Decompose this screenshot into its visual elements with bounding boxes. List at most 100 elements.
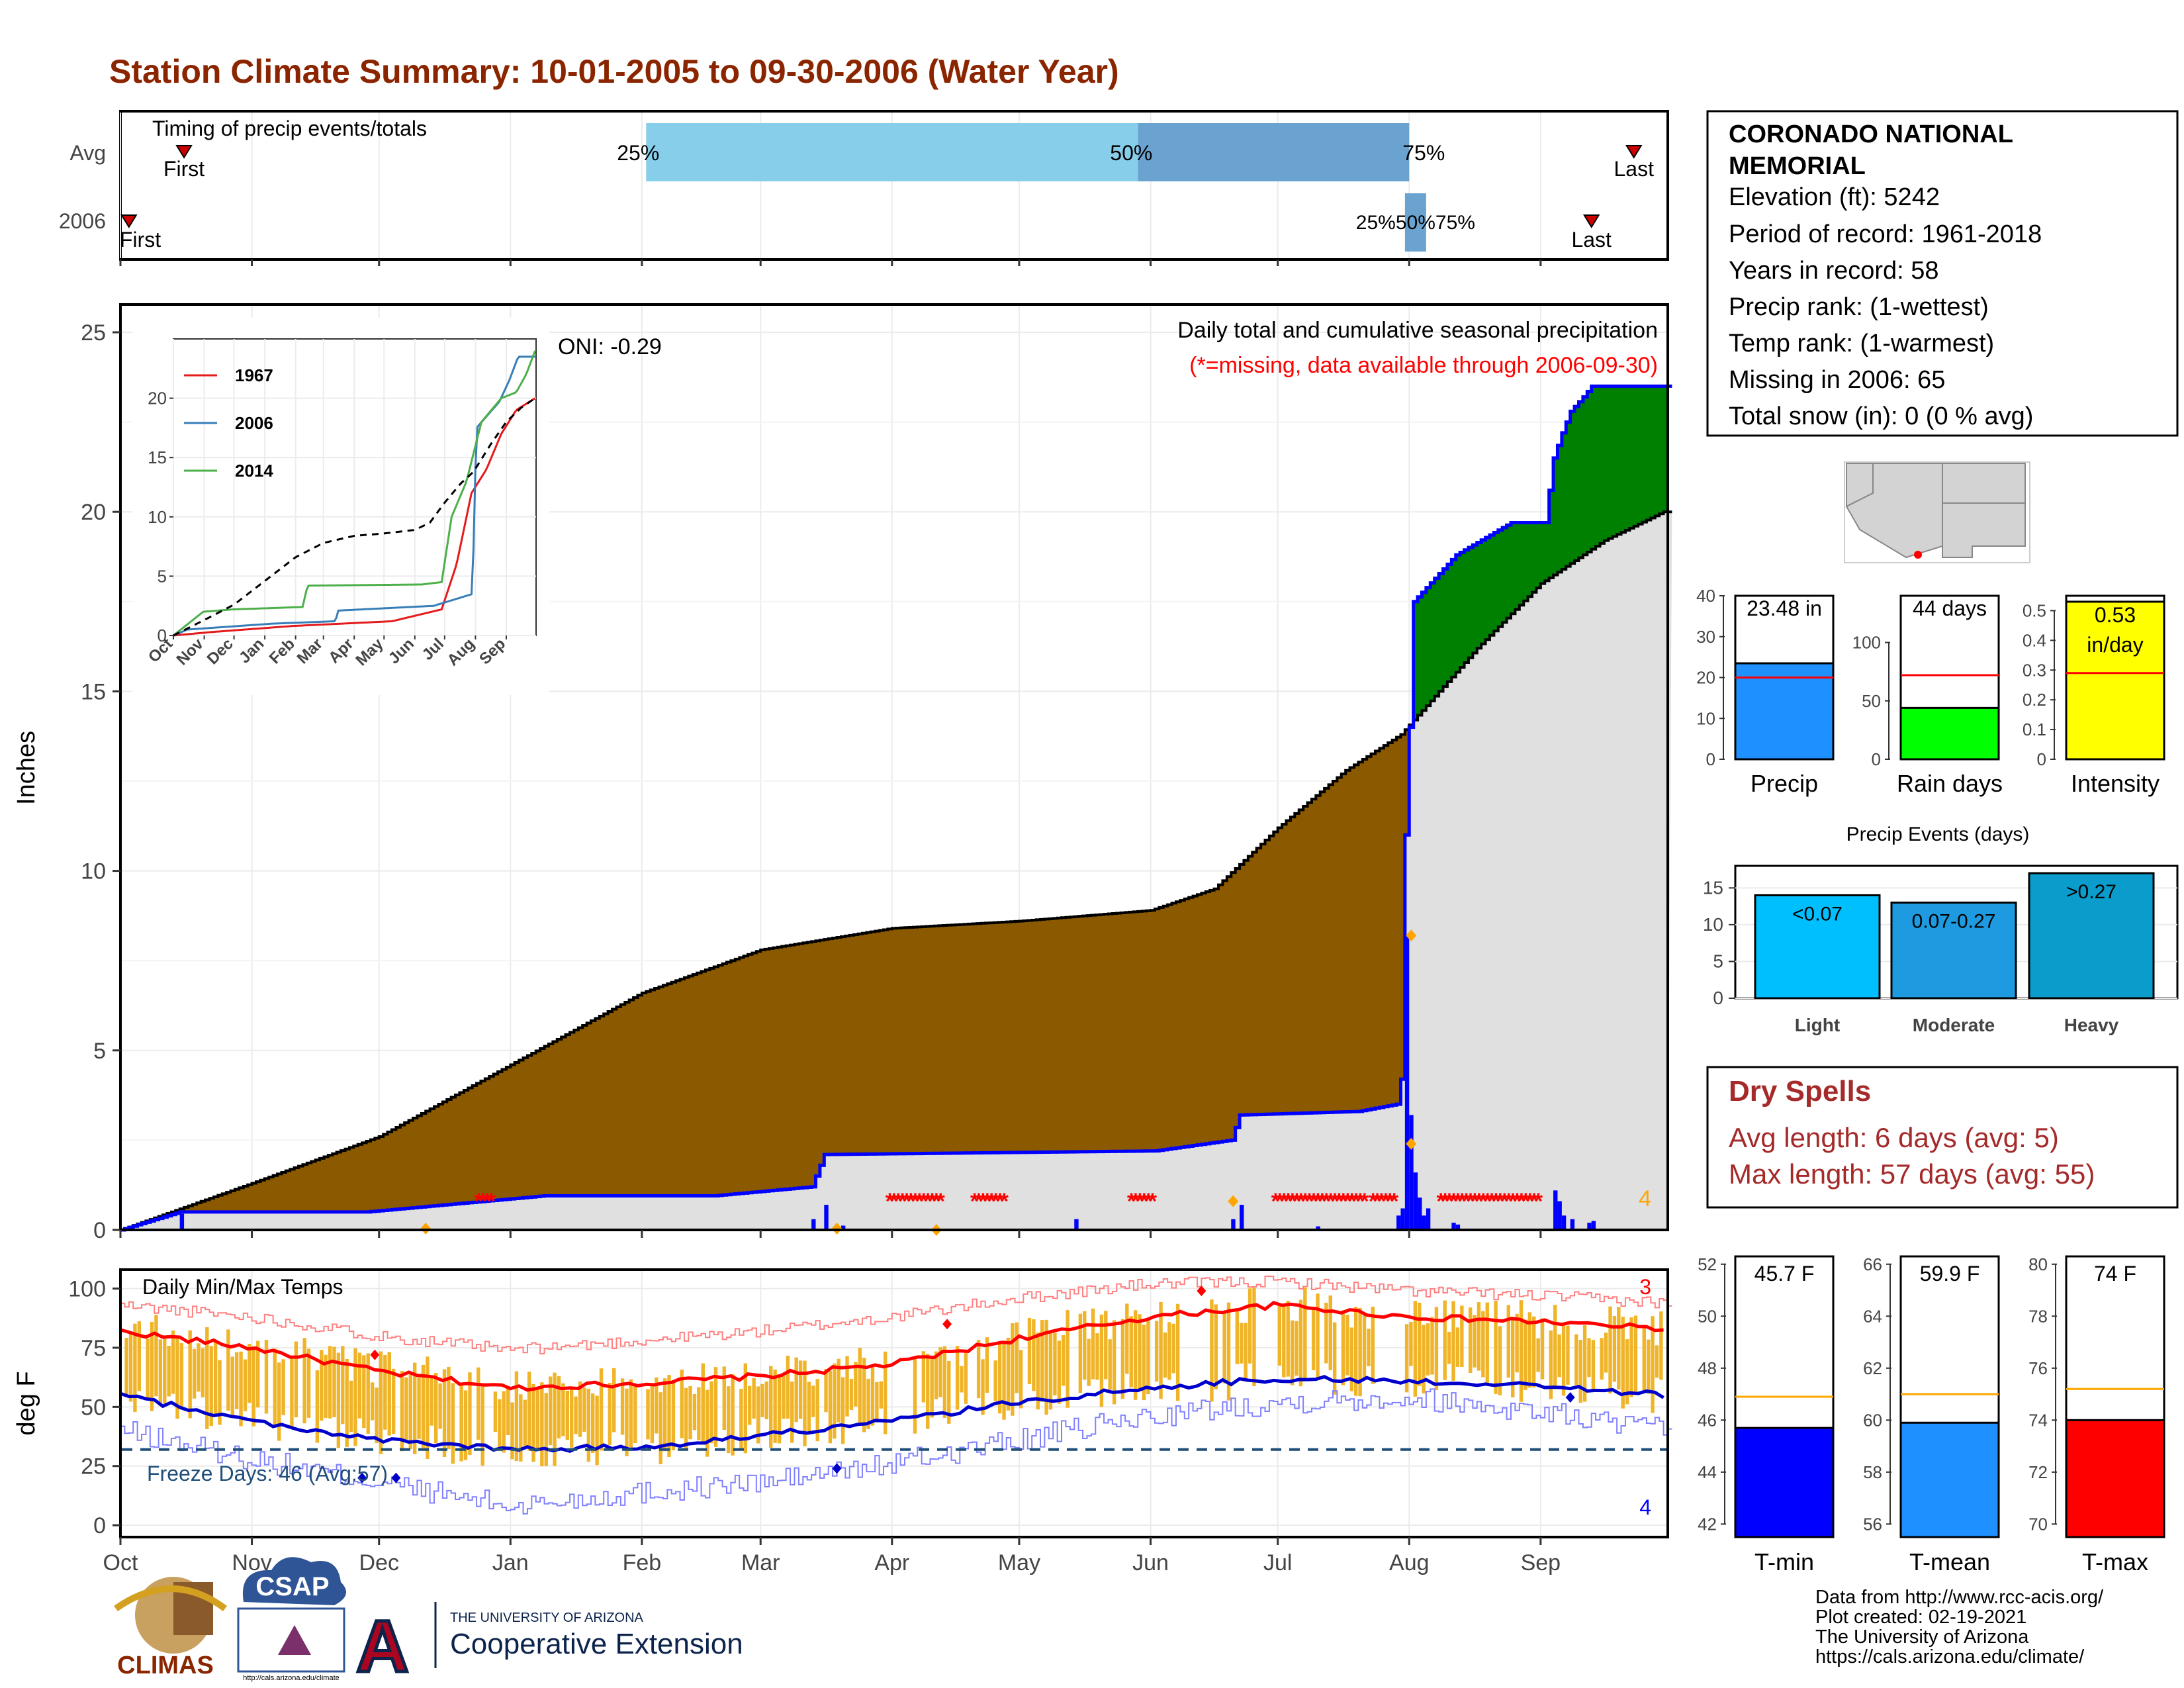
daily-temp-bar [701, 1363, 705, 1445]
temp-bar-y-tick-label: 42 [1698, 1514, 1717, 1534]
daily-temp-bar [875, 1382, 879, 1423]
daily-temp-bar [612, 1368, 616, 1432]
missing-day-marker: * [1377, 1189, 1387, 1214]
daily-temp-bar [1549, 1330, 1553, 1399]
summary-y-tick-label: 0.4 [2023, 630, 2046, 650]
daily-temp-bar [230, 1356, 234, 1418]
daily-temp-bar [1048, 1332, 1053, 1410]
daily-temp-bar [858, 1348, 862, 1427]
station-years: Years in record: 58 [1729, 257, 1939, 285]
daily-temp-bar [463, 1390, 468, 1460]
missing-day-marker: * [1140, 1189, 1149, 1214]
missing-day-marker: * [1288, 1189, 1297, 1214]
missing-day-marker: * [983, 1189, 992, 1214]
csap-logo: CSAP http://cals.arizona.edu/climate [237, 1557, 346, 1682]
missing-day-marker: * [474, 1189, 483, 1214]
avg-min-line [120, 1375, 1664, 1453]
daily-temp-bar [1621, 1317, 1625, 1409]
dry-spells-max: Max length: 57 days (avg: 55) [1729, 1158, 2095, 1190]
daily-temp-bar [1138, 1314, 1142, 1391]
missing-day-marker: * [1525, 1189, 1535, 1214]
csap-mountain-icon [278, 1625, 311, 1655]
daily-temp-bar [1524, 1319, 1527, 1390]
daily-temp-bar [468, 1372, 472, 1456]
daily-temp-bar [1019, 1350, 1023, 1409]
daily-temp-bar [726, 1386, 731, 1454]
daily-temp-bar [294, 1341, 298, 1418]
daily-precip-bar [1240, 1205, 1244, 1230]
temp-summary-bars: 42 44 46 48 50 52 45.7 F T-min 56 58 60 62 64 66 59.9 … [1698, 1254, 2165, 1575]
daily-temp-bar [773, 1369, 777, 1443]
missing-day-marker: * [1351, 1189, 1361, 1214]
daily-temp-bar [150, 1321, 154, 1411]
missing-day-marker: * [1500, 1189, 1510, 1214]
daily-temp-bar [1032, 1319, 1036, 1391]
daily-temp-bar [713, 1367, 718, 1447]
timing-row-avg: Avg [69, 141, 106, 165]
daily-precip-bar [1561, 1215, 1567, 1230]
daily-temp-bar [506, 1386, 510, 1436]
daily-temp-bar [426, 1356, 430, 1459]
daily-precip-bar [1418, 1197, 1422, 1230]
daily-temp-bar [158, 1339, 163, 1406]
missing-day-marker: * [1479, 1189, 1488, 1214]
daily-temp-bar [1443, 1300, 1447, 1380]
record-low-diamond-icon [391, 1472, 401, 1483]
temp-bar-y-tick-label: 46 [1698, 1410, 1717, 1430]
daily-temp-bar [1066, 1310, 1069, 1408]
ua-small-text: THE UNIVERSITY OF ARIZONA [450, 1611, 644, 1625]
daily-temp-bar [255, 1340, 260, 1408]
daily-temp-bar [1078, 1313, 1083, 1393]
precip-ylabel: Inches [13, 731, 40, 805]
daily-temp-bar [608, 1383, 612, 1445]
daily-temp-bar [769, 1366, 773, 1448]
daily-temp-bar [1646, 1339, 1651, 1394]
ua-big-text: Cooperative Extension [450, 1628, 743, 1660]
missing-day-marker: * [1314, 1189, 1323, 1214]
events-y-tick-label: 0 [1713, 988, 1723, 1008]
daily-temp-bar [391, 1368, 396, 1434]
daily-temp-bar [167, 1346, 171, 1397]
daily-precip-bar [811, 1219, 816, 1230]
daily-temp-bar [1591, 1340, 1596, 1391]
daily-temp-bar [1303, 1287, 1307, 1380]
2006-last-marker-icon [1582, 214, 1600, 228]
temp-bar-y-tick-label: 52 [1698, 1254, 1717, 1274]
daily-temp-bar [535, 1387, 540, 1449]
timing-panel: Timing of precip events/totals Avg 2006 … [59, 110, 1669, 266]
daily-temp-bar [480, 1383, 484, 1466]
daily-temp-bar [985, 1337, 989, 1393]
temp-count-low: 4 [1639, 1495, 1651, 1519]
events-category-label: Light [1795, 1015, 1840, 1035]
x-month-label: May [998, 1550, 1040, 1575]
inset-legend-label: 2014 [235, 461, 273, 481]
missing-day-marker: * [1504, 1189, 1514, 1214]
2006-timing-bar [1404, 193, 1426, 252]
summary-value-label: 23.48 in [1747, 596, 1822, 620]
x-month-label: Apr [874, 1550, 909, 1575]
summary-value-label: 44 days [1913, 596, 1987, 620]
missing-day-marker: * [1144, 1189, 1154, 1214]
daily-temp-bar [1129, 1316, 1133, 1387]
avg-first-marker-icon [175, 145, 193, 159]
daily-temp-bar [273, 1348, 277, 1426]
daily-temp-bar [569, 1386, 574, 1448]
daily-temp-bar [1120, 1319, 1125, 1399]
missing-note: (*=missing, data available through 2006-… [1189, 353, 1658, 378]
summary-y-tick-label: 40 [1696, 586, 1715, 606]
missing-day-marker: * [1356, 1189, 1365, 1214]
precip-y-axis: 0 5 10 15 20 25 [81, 320, 1542, 1243]
daily-temp-bar [578, 1381, 582, 1437]
daily-temp-bar [930, 1357, 934, 1418]
avg-timing-bar-25-50 [646, 123, 1138, 181]
daily-temp-bar [565, 1390, 569, 1440]
temp-bar-t-min: 42 44 46 48 50 52 45.7 F T-min [1698, 1254, 1835, 1575]
daily-temp-bar [408, 1372, 412, 1449]
missing-day-marker: * [1360, 1189, 1369, 1214]
daily-temp-bar [404, 1377, 408, 1440]
daily-temp-bar [328, 1346, 332, 1419]
daily-temp-bar [1460, 1305, 1464, 1367]
events-y-tick-label: 10 [1703, 914, 1723, 935]
daily-temp-bar [548, 1376, 553, 1446]
daily-temp-bar [277, 1362, 281, 1441]
